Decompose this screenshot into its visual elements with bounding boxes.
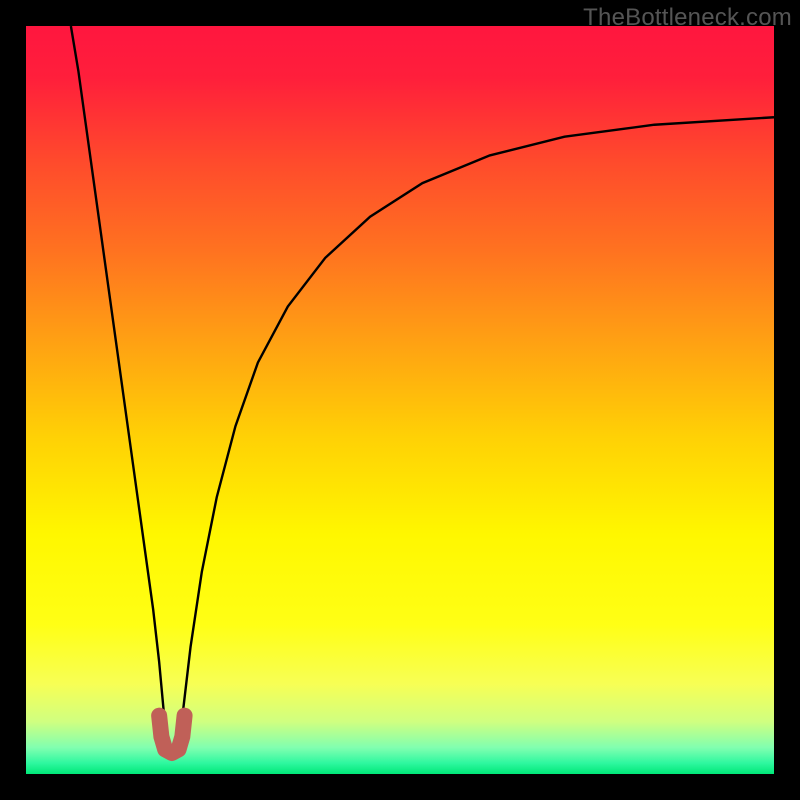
chart-container: TheBottleneck.com (0, 0, 800, 800)
bottleneck-chart (0, 0, 800, 800)
gradient-background (26, 26, 774, 774)
watermark-text: TheBottleneck.com (583, 4, 792, 32)
